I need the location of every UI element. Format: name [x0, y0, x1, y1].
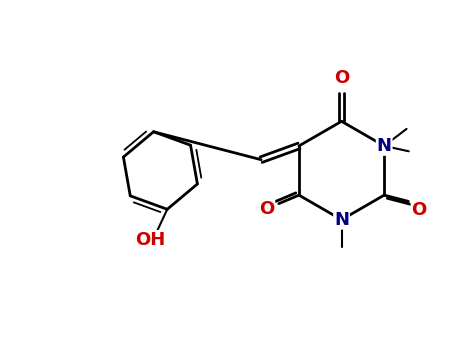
Text: O: O: [411, 201, 427, 219]
Text: N: N: [334, 211, 349, 229]
Text: N: N: [377, 137, 392, 155]
Text: O: O: [259, 201, 274, 218]
Text: O: O: [334, 69, 349, 87]
Text: OH: OH: [135, 231, 166, 249]
